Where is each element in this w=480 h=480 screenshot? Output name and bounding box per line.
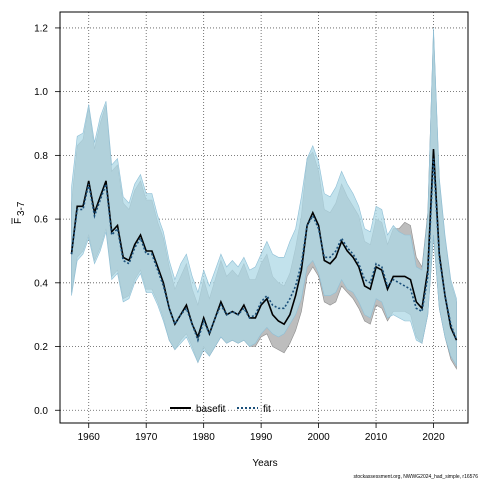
- legend-fit-label: fit: [263, 404, 271, 415]
- x-axis-ticks: 1960 1970 1980 1990 2000 2010 2020: [78, 423, 445, 443]
- y-tick-label-5: 1.0: [34, 87, 48, 98]
- x-tick-label-1990: 1990: [250, 432, 273, 443]
- y-tick-label-4: 0.8: [34, 151, 48, 162]
- y-axis-title-main: F: [13, 218, 24, 224]
- y-tick-label-0: 0.0: [34, 406, 48, 417]
- x-axis-title: Years: [252, 458, 277, 469]
- x-tick-label-2020: 2020: [422, 432, 445, 443]
- y-axis-title-subscript: 3-7: [16, 201, 27, 216]
- fit-band: [71, 27, 457, 367]
- x-tick-label-2010: 2010: [365, 432, 388, 443]
- grid-lines: [60, 12, 468, 423]
- x-tick-label-1960: 1960: [78, 432, 101, 443]
- y-tick-label-2: 0.4: [34, 278, 48, 289]
- confidence-bands: [71, 27, 457, 370]
- x-tick-label-1970: 1970: [135, 432, 158, 443]
- legend: basefit fit: [170, 404, 271, 415]
- x-tick-label-2000: 2000: [307, 432, 330, 443]
- plot-frame: [59, 11, 469, 424]
- basefit-line: [70, 148, 458, 341]
- footnote: stockassessment.org, NWWG2024_had_simple…: [353, 474, 478, 480]
- y-tick-label-3: 0.6: [34, 215, 48, 226]
- series-lines: [70, 148, 458, 343]
- legend-basefit-label: basefit: [196, 404, 226, 415]
- y-tick-label-6: 1.2: [34, 23, 48, 34]
- y-axis-title: F 3-7: [11, 201, 27, 224]
- y-tick-label-1: 0.2: [34, 342, 48, 353]
- fit-line: [70, 158, 458, 343]
- x-tick-label-1980: 1980: [193, 432, 216, 443]
- y-axis-ticks: 0.0 0.2 0.4 0.6 0.8 1.0 1.2: [34, 23, 60, 417]
